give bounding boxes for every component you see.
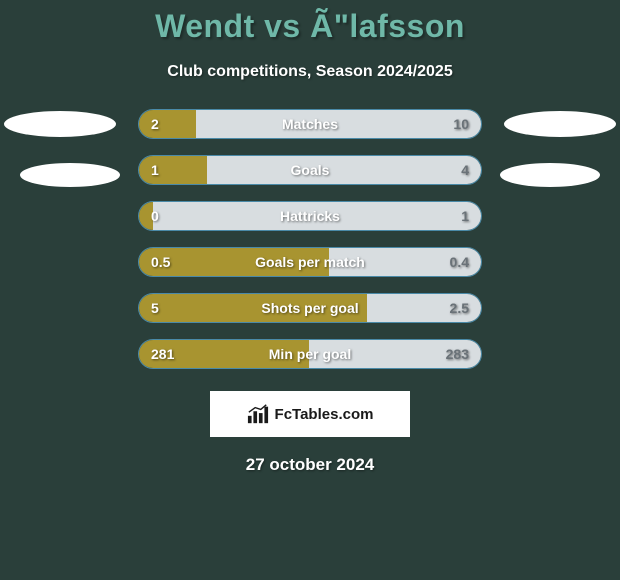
- stat-value-right: 283: [446, 346, 469, 362]
- bar-fill-left: [139, 110, 196, 138]
- stats-bars: 2 Matches 10 1 Goals 4 0 Hattricks 1 0.5 Goals per…: [138, 109, 482, 369]
- bar-fill-right: [196, 110, 481, 138]
- stat-label: Matches: [282, 116, 338, 132]
- stat-label: Goals per match: [255, 254, 365, 270]
- stat-value-right: 4: [461, 162, 469, 178]
- stat-label: Goals: [291, 162, 330, 178]
- stat-value-right: 10: [453, 116, 469, 132]
- stat-value-left: 0: [151, 208, 159, 224]
- stat-row: 1 Goals 4: [138, 155, 482, 185]
- comparison-card: Wendt vs Ã"lafsson Club competitions, Se…: [0, 0, 620, 475]
- date-label: 27 october 2024: [0, 455, 620, 475]
- stat-value-left: 281: [151, 346, 174, 362]
- stat-value-left: 2: [151, 116, 159, 132]
- stat-value-left: 0.5: [151, 254, 170, 270]
- chart-area: 2 Matches 10 1 Goals 4 0 Hattricks 1 0.5 Goals per…: [0, 109, 620, 369]
- stat-value-left: 5: [151, 300, 159, 316]
- stat-row: 5 Shots per goal 2.5: [138, 293, 482, 323]
- stat-row: 0.5 Goals per match 0.4: [138, 247, 482, 277]
- bar-fill-left: [139, 156, 207, 184]
- stat-value-right: 0.4: [450, 254, 469, 270]
- chart-icon: [247, 404, 269, 424]
- stat-value-left: 1: [151, 162, 159, 178]
- stat-row: 2 Matches 10: [138, 109, 482, 139]
- player-photo-left-2: [20, 163, 120, 187]
- stat-label: Hattricks: [280, 208, 340, 224]
- subtitle: Club competitions, Season 2024/2025: [0, 63, 620, 81]
- source-logo: FcTables.com: [210, 391, 410, 437]
- player-photo-right-2: [500, 163, 600, 187]
- stat-value-right: 2.5: [450, 300, 469, 316]
- stat-row: 0 Hattricks 1: [138, 201, 482, 231]
- bar-fill-right: [207, 156, 481, 184]
- stat-row: 281 Min per goal 283: [138, 339, 482, 369]
- stat-value-right: 1: [461, 208, 469, 224]
- stat-label: Shots per goal: [261, 300, 358, 316]
- player-photo-left-1: [4, 111, 116, 137]
- player-photo-right-1: [504, 111, 616, 137]
- page-title: Wendt vs Ã"lafsson: [0, 8, 620, 45]
- stat-label: Min per goal: [269, 346, 351, 362]
- logo-text: FcTables.com: [275, 406, 374, 423]
